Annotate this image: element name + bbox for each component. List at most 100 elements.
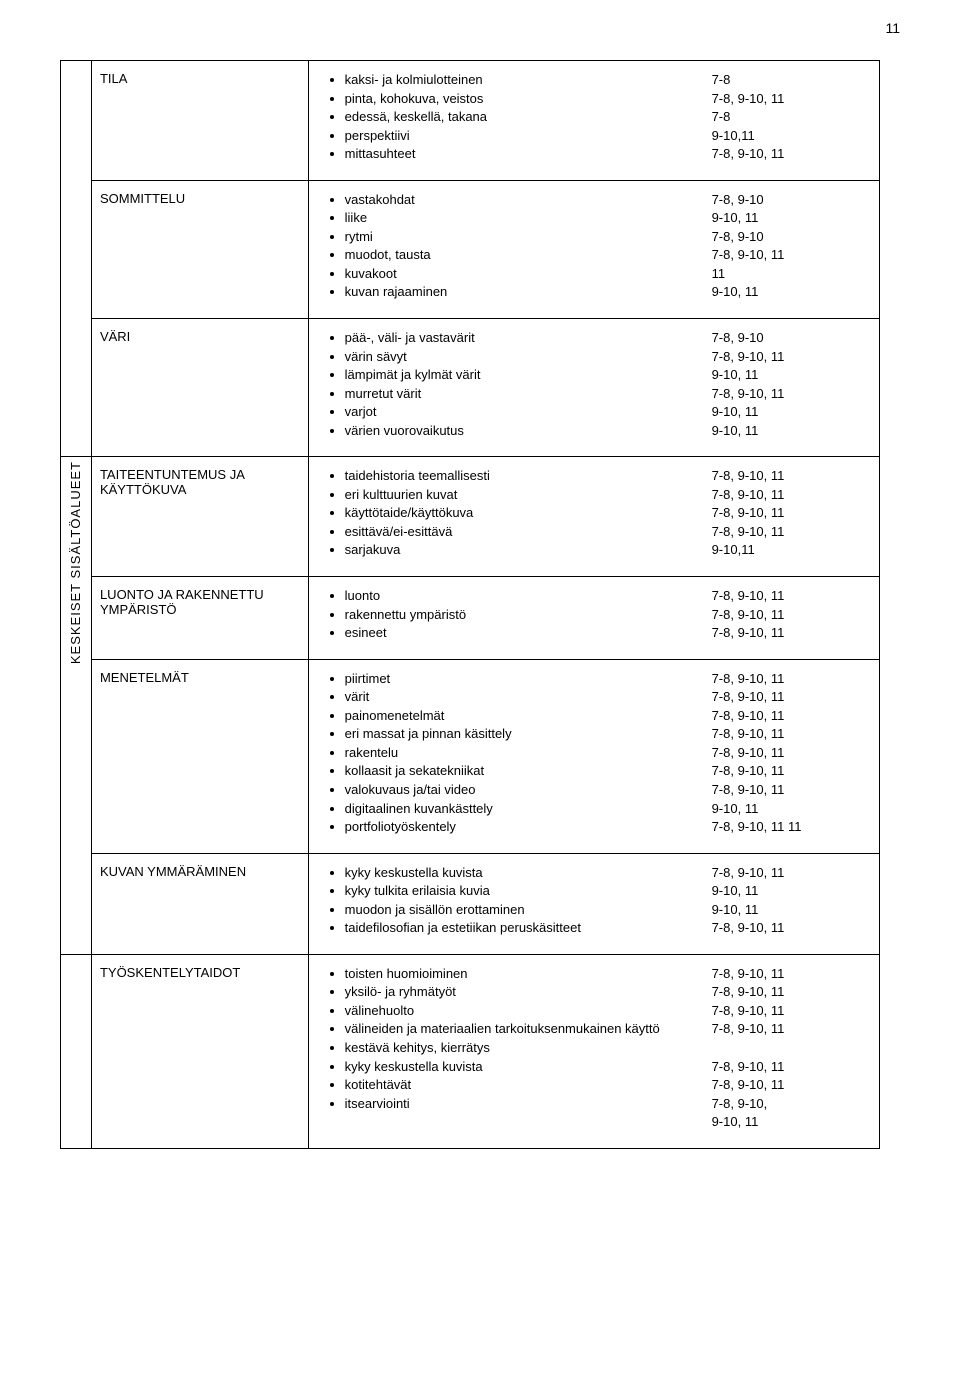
list-item: piirtimet — [345, 670, 696, 688]
value-line: 7-8, 9-10, 11 — [712, 725, 871, 743]
value-line: 9-10, 11 — [712, 422, 871, 440]
list-item: värit — [345, 688, 696, 706]
value-line: 7-8, 9-10, 11 — [712, 707, 871, 725]
value-line: 9-10, 11 — [712, 901, 871, 919]
value-line: 7-8, 9-10, 11 — [712, 1020, 871, 1038]
list-item: kuvan rajaaminen — [345, 283, 696, 301]
value-line: 7-8, 9-10, 11 — [712, 1002, 871, 1020]
list-item: edessä, keskellä, takana — [345, 108, 696, 126]
list-item: varjot — [345, 403, 696, 421]
value-line: 9-10, 11 — [712, 403, 871, 421]
list-item: murretut värit — [345, 385, 696, 403]
row-label: TAITEENTUNTEMUS JA KÄYTTÖKUVA — [91, 457, 308, 577]
list-item: kuvakoot — [345, 265, 696, 283]
list-item: muodot, tausta — [345, 246, 696, 264]
list-item: perspektiivi — [345, 127, 696, 145]
list-item: käyttötaide/käyttökuva — [345, 504, 696, 522]
value-line: 7-8, 9-10, 11 — [712, 744, 871, 762]
list-item: digitaalinen kuvankästtely — [345, 800, 696, 818]
value-line: 7-8, 9-10, 11 — [712, 670, 871, 688]
table-row: LUONTO JA RAKENNETTU YMPÄRISTÖluontorake… — [61, 577, 880, 660]
table-row: SOMMITTELUvastakohdatliikerytmimuodot, t… — [61, 180, 880, 318]
row-items: luontorakennettu ympäristöesineet — [308, 577, 703, 660]
value-line: 7-8, 9-10, 11 — [712, 606, 871, 624]
list-item: kaksi- ja kolmiulotteinen — [345, 71, 696, 89]
value-line: 9-10, 11 — [712, 800, 871, 818]
table-row: TILAkaksi- ja kolmiulotteinenpinta, koho… — [61, 61, 880, 181]
value-line: 7-8, 9-10, 11 — [712, 983, 871, 1001]
value-line: 9-10, 11 — [712, 882, 871, 900]
list-item: toisten huomioiminen — [345, 965, 696, 983]
row-values: 7-8, 9-10, 117-8, 9-10, 117-8, 9-10, 117… — [704, 457, 880, 577]
row-items: taidehistoria teemallisestieri kulttuuri… — [308, 457, 703, 577]
item-list: luontorakennettu ympäristöesineet — [317, 587, 696, 642]
sidebar-vertical-label: KESKEISET SISÄLTÖALUEET — [68, 461, 83, 664]
list-item: välineiden ja materiaalien tarkoituksenm… — [345, 1020, 696, 1038]
row-items: vastakohdatliikerytmimuodot, taustakuvak… — [308, 180, 703, 318]
row-values: 7-8, 9-10, 117-8, 9-10, 117-8, 9-10, 117… — [704, 659, 880, 853]
value-line: 7-8, 9-10, 11 — [712, 688, 871, 706]
value-line: 7-8, 9-10, 11 11 — [712, 818, 871, 836]
row-label: TYÖSKENTELYTAIDOT — [91, 954, 308, 1148]
content-table: TILAkaksi- ja kolmiulotteinenpinta, koho… — [60, 60, 880, 1149]
list-item: kotitehtävät — [345, 1076, 696, 1094]
value-line: 9-10, 11 — [712, 1113, 871, 1131]
item-list: taidehistoria teemallisestieri kulttuuri… — [317, 467, 696, 559]
row-values: 7-8, 9-10, 117-8, 9-10, 117-8, 9-10, 11 — [704, 577, 880, 660]
sidebar-cell-empty — [61, 954, 92, 1148]
list-item: värin sävyt — [345, 348, 696, 366]
value-line: 7-8, 9-10, 11 — [712, 587, 871, 605]
list-item: kyky keskustella kuvista — [345, 1058, 696, 1076]
sidebar-cell-empty — [61, 61, 92, 457]
value-line: 9-10,11 — [712, 127, 871, 145]
value-line: 7-8, 9-10, 11 — [712, 624, 871, 642]
value-line: 7-8, 9-10, 11 — [712, 246, 871, 264]
value-line: 9-10, 11 — [712, 209, 871, 227]
table-row: TYÖSKENTELYTAIDOTtoisten huomioiminenyks… — [61, 954, 880, 1148]
row-label: TILA — [91, 61, 308, 181]
row-values: 7-87-8, 9-10, 117-89-10,117-8, 9-10, 11 — [704, 61, 880, 181]
row-values: 7-8, 9-109-10, 117-8, 9-107-8, 9-10, 111… — [704, 180, 880, 318]
value-line: 11 — [712, 265, 871, 283]
value-line: 7-8, 9-10, 11 — [712, 1058, 871, 1076]
value-line: 7-8, 9-10, 11 — [712, 965, 871, 983]
value-line: 7-8, 9-10, 11 — [712, 864, 871, 882]
list-item: esittävä/ei-esittävä — [345, 523, 696, 541]
list-item: rytmi — [345, 228, 696, 246]
row-label: SOMMITTELU — [91, 180, 308, 318]
row-items: toisten huomioiminenyksilö- ja ryhmätyöt… — [308, 954, 703, 1148]
item-list: vastakohdatliikerytmimuodot, taustakuvak… — [317, 191, 696, 301]
value-line: 9-10, 11 — [712, 366, 871, 384]
page-number: 11 — [885, 20, 900, 36]
list-item: esineet — [345, 624, 696, 642]
value-line: 7-8, 9-10, 11 — [712, 385, 871, 403]
row-values: 7-8, 9-107-8, 9-10, 119-10, 117-8, 9-10,… — [704, 319, 880, 457]
item-list: piirtimetväritpainomenetelmäteri massat … — [317, 670, 696, 836]
list-item: yksilö- ja ryhmätyöt — [345, 983, 696, 1001]
value-line: 7-8, 9-10, 11 — [712, 1076, 871, 1094]
item-list: kaksi- ja kolmiulotteinenpinta, kohokuva… — [317, 71, 696, 163]
item-list: kyky keskustella kuvistakyky tulkita eri… — [317, 864, 696, 937]
row-values: 7-8, 9-10, 119-10, 119-10, 117-8, 9-10, … — [704, 853, 880, 954]
list-item: kyky tulkita erilaisia kuvia — [345, 882, 696, 900]
list-item: sarjakuva — [345, 541, 696, 559]
table-row: MENETELMÄTpiirtimetväritpainomenetelmäte… — [61, 659, 880, 853]
list-item: rakentelu — [345, 744, 696, 762]
list-item: vastakohdat — [345, 191, 696, 209]
value-line: 7-8, 9-10, 11 — [712, 504, 871, 522]
row-label: KUVAN YMMÄRÄMINEN — [91, 853, 308, 954]
table-row: VÄRIpää-, väli- ja vastaväritvärin sävyt… — [61, 319, 880, 457]
value-line: 7-8, 9-10, 11 — [712, 145, 871, 163]
list-item: kyky keskustella kuvista — [345, 864, 696, 882]
list-item: eri massat ja pinnan käsittely — [345, 725, 696, 743]
list-item: taidehistoria teemallisesti — [345, 467, 696, 485]
value-line: 7-8, 9-10, 11 — [712, 486, 871, 504]
list-item: muodon ja sisällön erottaminen — [345, 901, 696, 919]
value-line: 7-8, 9-10, 11 — [712, 348, 871, 366]
value-line: 7-8, 9-10 — [712, 191, 871, 209]
list-item: itsearviointi — [345, 1095, 696, 1113]
value-line: 7-8, 9-10, 11 — [712, 90, 871, 108]
row-items: kaksi- ja kolmiulotteinenpinta, kohokuva… — [308, 61, 703, 181]
table-row: KUVAN YMMÄRÄMINENkyky keskustella kuvist… — [61, 853, 880, 954]
list-item: välinehuolto — [345, 1002, 696, 1020]
